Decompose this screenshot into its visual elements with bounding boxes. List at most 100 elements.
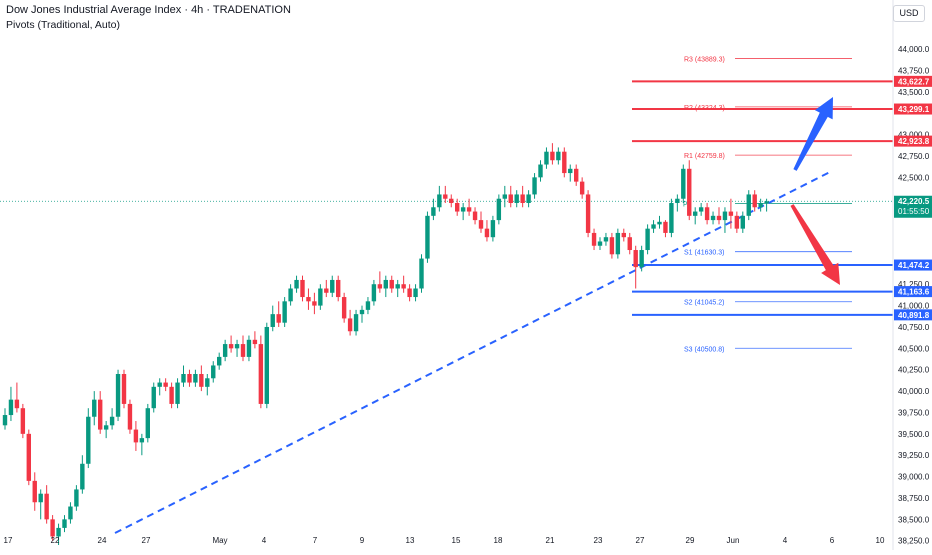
time-tick-label: 10 (876, 536, 885, 545)
candle-body (169, 386, 174, 404)
svg-text:43,299.1: 43,299.1 (898, 105, 930, 114)
candle-body (651, 224, 656, 229)
candle-body (300, 279, 305, 298)
candle-body (419, 258, 424, 289)
candle-body (466, 207, 472, 212)
price-tick-label: 40,000.0 (898, 387, 930, 396)
candle-body (722, 211, 728, 221)
svg-text:41,474.2: 41,474.2 (898, 261, 930, 270)
candle-body (425, 215, 430, 259)
price-tick-label: 41,250.0 (898, 280, 930, 289)
chart-legend: Dow Jones Industrial Average Index · 4h … (6, 4, 291, 31)
candle-body (383, 279, 388, 289)
candle-body (139, 438, 145, 443)
candle-body (675, 198, 680, 203)
candle-body (728, 211, 734, 216)
candle-body (704, 207, 710, 221)
candle-body (490, 220, 496, 238)
candle-body (240, 344, 246, 357)
price-tick-label: 39,750.0 (898, 408, 930, 417)
price-tick-label: 38,750.0 (898, 494, 930, 503)
svg-text:42,923.8: 42,923.8 (898, 137, 930, 146)
price-tick-label: 41,000.0 (898, 302, 930, 311)
candle-body (151, 386, 156, 409)
candle-body (716, 215, 722, 221)
candle-body (109, 416, 115, 426)
pivot-label-s2: S2 (41045.2) (684, 300, 724, 307)
svg-text:41,163.6: 41,163.6 (898, 288, 930, 297)
candle-body (205, 378, 210, 387)
price-tick-label: 38,250.0 (898, 537, 930, 546)
candle-body (746, 194, 751, 216)
countdown-label: 01:55:50 (898, 207, 930, 216)
up-arrow (793, 97, 833, 171)
candle-body (163, 382, 168, 387)
candle-body (276, 314, 281, 323)
candle-body (633, 250, 638, 268)
candle-body (306, 297, 311, 302)
candle-body (14, 399, 20, 409)
candle-body (389, 279, 394, 289)
time-tick-label: 24 (98, 536, 107, 545)
candle-body (115, 374, 121, 417)
candle-body (175, 382, 180, 404)
svg-text:40,891.8: 40,891.8 (898, 311, 930, 320)
candle-body (2, 415, 8, 426)
candle-body (56, 527, 61, 537)
candle-body (252, 339, 258, 345)
candle-body (449, 198, 454, 203)
candle-body (603, 237, 609, 242)
candle-body (353, 314, 359, 332)
time-tick-label: 27 (142, 536, 151, 545)
candle-body (32, 480, 37, 503)
candle-body (44, 493, 49, 520)
candle-body (294, 279, 299, 289)
candle-body (520, 194, 525, 203)
candle-body (347, 318, 353, 332)
candle-body (157, 382, 162, 387)
candle-body (407, 288, 412, 298)
candle-body (710, 215, 716, 221)
candle-body (538, 164, 543, 178)
candle-body (437, 194, 442, 208)
price-tick-label: 39,250.0 (898, 451, 930, 460)
price-tick-label: 40,250.0 (898, 366, 930, 375)
trendline (114, 171, 831, 534)
candle-body (282, 301, 287, 323)
pivot-label-s3: S3 (40500.8) (684, 346, 724, 353)
candle-body (92, 399, 97, 417)
candle-body (758, 203, 763, 208)
candle-body (585, 194, 591, 233)
candle-body (371, 284, 377, 302)
candle-body (234, 344, 240, 349)
time-tick-label: 29 (686, 536, 695, 545)
price-tick-label: 44,000.0 (898, 45, 930, 54)
candle-body (645, 228, 650, 251)
time-tick-label: Jun (727, 536, 740, 545)
time-tick-label: 13 (406, 536, 415, 545)
candle-body (270, 314, 275, 327)
time-tick-label: 15 (452, 536, 461, 545)
candle-body (187, 374, 192, 383)
candle-body (341, 297, 347, 319)
candle-body (258, 344, 264, 404)
currency-button[interactable]: USD (893, 5, 925, 22)
candle-body (508, 194, 513, 203)
candle-body (591, 232, 597, 246)
candle-body (574, 168, 579, 182)
time-tick-label: 4 (262, 536, 267, 545)
time-tick-label: 7 (313, 536, 318, 545)
candle-body (579, 181, 585, 195)
candle-body (62, 519, 67, 528)
price-tick-label: 40,500.0 (898, 344, 930, 353)
time-tick-label: May (212, 536, 227, 545)
candle-body (734, 215, 740, 229)
candle-body (526, 194, 531, 203)
candle-body (693, 211, 698, 216)
candle-body (38, 493, 43, 503)
candle-body (431, 207, 436, 216)
candle-body (217, 356, 222, 366)
candle-body (86, 416, 91, 464)
